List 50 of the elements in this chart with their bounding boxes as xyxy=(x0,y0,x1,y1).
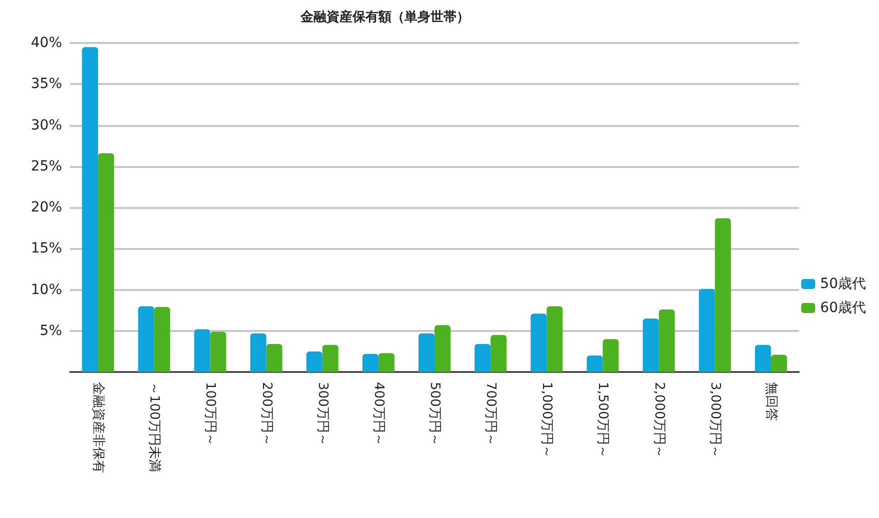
bar xyxy=(250,333,266,372)
y-tick-label: 35% xyxy=(30,76,62,92)
y-tick-label: 15% xyxy=(30,240,62,257)
bar xyxy=(530,314,547,372)
bar xyxy=(306,351,322,372)
bar xyxy=(138,306,154,372)
bar xyxy=(210,332,226,372)
x-tick-label: ～100万円未満 xyxy=(146,382,162,472)
y-tick-label: 40% xyxy=(30,35,62,51)
bar xyxy=(546,306,563,372)
bar xyxy=(82,47,98,372)
y-tick-label: 30% xyxy=(30,117,62,134)
bar xyxy=(98,153,114,372)
bar xyxy=(698,288,715,372)
x-tick-label: 金融資産非保有 xyxy=(90,382,107,473)
y-tick-label: 25% xyxy=(30,158,62,174)
bar xyxy=(434,325,450,372)
y-tick-label: 20% xyxy=(30,200,62,216)
x-tick-label: 400万円～ xyxy=(370,382,386,446)
x-tick-label: 3,000万円～ xyxy=(707,382,722,458)
bar xyxy=(602,339,619,372)
bar xyxy=(378,353,394,372)
bar xyxy=(586,356,603,372)
bar xyxy=(474,344,491,372)
bar xyxy=(754,344,771,372)
x-tick-label: 300万円～ xyxy=(314,382,330,446)
y-tick-label: 5% xyxy=(40,322,62,339)
x-tick-label: 1,500万円～ xyxy=(595,382,610,458)
x-tick-label: 無回答 xyxy=(763,382,778,421)
bar xyxy=(714,218,731,372)
y-tick-label: 10% xyxy=(30,282,62,298)
legend-label: 50歳代 xyxy=(820,276,866,292)
bar xyxy=(194,329,210,372)
legend-label: 60歳代 xyxy=(820,300,866,316)
bar xyxy=(362,354,378,372)
bar xyxy=(642,318,659,372)
bar xyxy=(322,344,338,372)
bar xyxy=(154,307,170,372)
bar xyxy=(266,344,282,372)
x-tick-label: 700万円～ xyxy=(483,382,498,446)
x-tick-label: 500万円～ xyxy=(427,382,442,446)
x-tick-label: 2,000万円～ xyxy=(651,382,666,458)
bar xyxy=(658,309,675,372)
x-tick-label: 200万円～ xyxy=(258,382,274,446)
x-tick-label: 100万円～ xyxy=(202,382,218,446)
bar xyxy=(418,333,434,372)
x-tick-label: 1,000万円～ xyxy=(539,382,554,458)
chart-title: 金融資産保有額（単身世帯） xyxy=(300,9,470,25)
bar xyxy=(770,354,787,372)
bar xyxy=(490,334,507,372)
